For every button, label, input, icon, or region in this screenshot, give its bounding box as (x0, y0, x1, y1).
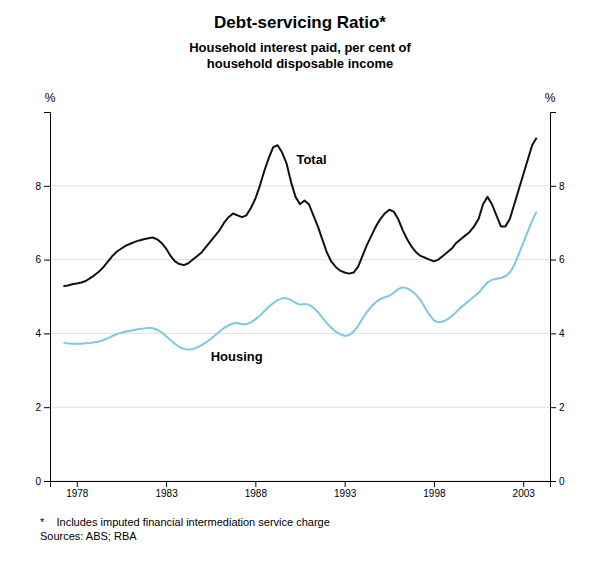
tick-mark (44, 481, 50, 482)
annotation: Total (296, 152, 326, 167)
tick-mark (44, 186, 50, 187)
tick-label: 2003 (513, 488, 536, 499)
tick: 8 (550, 181, 565, 192)
tick-mark (550, 260, 556, 261)
grid-line (50, 185, 550, 186)
tick: 4 (550, 328, 565, 339)
tick-label: 8 (35, 181, 41, 192)
grid-line (50, 333, 550, 334)
y-axis-label: % (45, 91, 56, 105)
tick: 2003 (513, 481, 536, 499)
annotations: Total Housing (211, 152, 327, 364)
tick: 2 (550, 402, 565, 413)
grid (50, 186, 550, 481)
tick-label: 1978 (66, 488, 89, 499)
x-axis-line (51, 482, 551, 488)
tick-label: 2 (559, 402, 565, 413)
y2-axis-line (551, 113, 557, 482)
annotation: Housing (211, 349, 263, 364)
tick-label: 0 (35, 476, 41, 487)
series-line (63, 212, 536, 350)
tick-label: 2 (35, 402, 41, 413)
tick: 1993 (334, 481, 357, 499)
tick: 6 (550, 254, 565, 265)
tick: 1988 (245, 481, 268, 499)
tick-label: 1993 (334, 488, 357, 499)
tick-mark (77, 481, 78, 487)
grid-line (50, 259, 550, 260)
chart: Debt-servicing Ratio* Household interest … (0, 0, 600, 581)
y2-axis: 0 2 4 6 8 (550, 113, 565, 487)
tick: 4 (35, 328, 50, 339)
tick-mark (44, 407, 50, 408)
tick-mark (345, 481, 346, 487)
x-axis: 1978 1983 1988 1993 1998 2003 (51, 481, 551, 499)
tick: 0 (550, 476, 565, 487)
tick-label: 1988 (245, 488, 268, 499)
tick: 6 (35, 254, 50, 265)
title: Debt-servicing Ratio* (214, 13, 386, 32)
tick-mark (550, 407, 556, 408)
grid-line (50, 407, 550, 408)
tick-mark (44, 260, 50, 261)
series-line (63, 138, 536, 286)
tick-label: 1983 (155, 488, 178, 499)
tick-label: 4 (559, 328, 565, 339)
tick-label: 6 (35, 254, 41, 265)
lines (63, 138, 536, 350)
tick-mark (523, 481, 524, 487)
tick-mark (550, 481, 556, 482)
tick: 1978 (66, 481, 89, 499)
y-axis: 0 2 4 6 8 (35, 113, 50, 487)
tick: 1983 (155, 481, 178, 499)
tick: 0 (35, 476, 50, 487)
tick: 1998 (423, 481, 446, 499)
y2-axis-label: % (545, 91, 556, 105)
tick-label: 4 (35, 328, 41, 339)
y-axis-line (44, 113, 51, 482)
tick-label: 8 (559, 181, 565, 192)
tick-mark (550, 186, 556, 187)
tick-label: 1998 (423, 488, 446, 499)
tick-label: 0 (559, 476, 565, 487)
tick: 8 (35, 181, 50, 192)
footnote: * Includes imputed financial intermediat… (40, 516, 330, 542)
tick-mark (434, 481, 435, 487)
subtitle: Household interest paid, per cent ofhous… (189, 40, 411, 71)
plot: 1978 1983 1988 1993 1998 2003 0 2 4 6 8 0 2 4 6 8 Total H… (35, 113, 565, 500)
tick-label: 6 (559, 254, 565, 265)
tick-mark (166, 481, 167, 487)
tick-mark (255, 481, 256, 487)
tick-mark (550, 333, 556, 334)
tick-mark (44, 333, 50, 334)
tick: 2 (35, 402, 50, 413)
